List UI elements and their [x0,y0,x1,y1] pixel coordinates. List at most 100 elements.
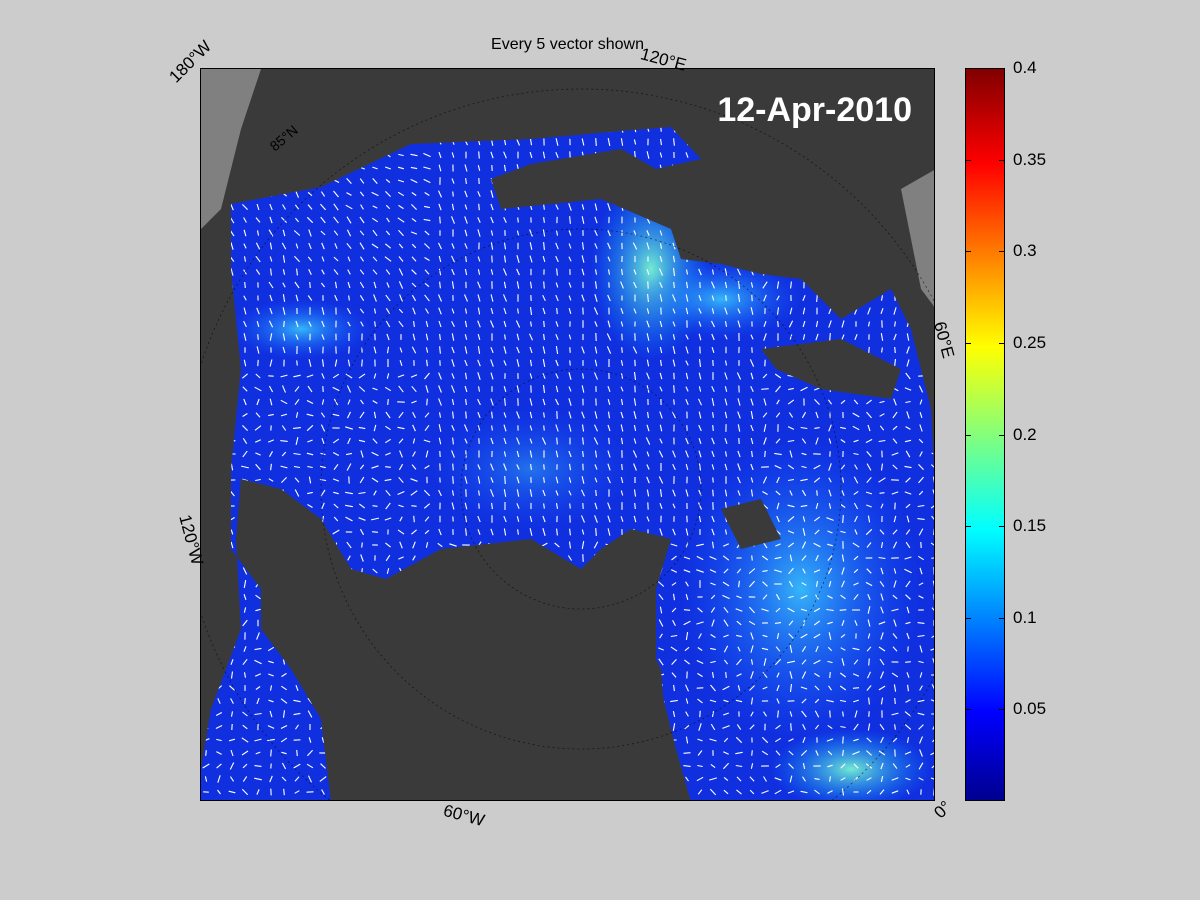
drift-vector [371,243,379,249]
drift-vector [294,281,300,289]
drift-vector [711,437,715,445]
drift-vector [878,439,886,443]
drift-vector [269,359,273,367]
colorbar-tick-mark [999,159,1005,161]
drift-vector [905,400,911,404]
drift-vector [594,281,598,289]
drift-vector [268,320,274,328]
colorbar-tick-mark [999,434,1005,436]
drift-vector [529,411,533,419]
drift-vector [841,554,845,562]
drift-vector [724,360,728,366]
colorbar-tick-label: 0.25 [1013,332,1047,352]
drift-vector [750,411,754,419]
drift-vector [411,464,417,470]
drift-vector [672,528,676,536]
drift-vector [698,359,702,367]
drift-vector [345,452,353,456]
drift-vector [321,737,325,743]
drift-vector [529,281,533,289]
drift-vector [281,451,287,457]
drift-vector [254,647,262,651]
drift-vector [412,555,416,561]
drift-vector [712,489,714,497]
drift-vector [802,736,806,744]
drift-vector [698,633,702,639]
drift-vector [737,646,741,652]
drift-vector [555,282,559,288]
drift-vector [852,647,860,651]
drift-vector [891,672,899,678]
drift-vector [346,178,352,184]
drift-vector [490,372,494,380]
drift-vector [529,229,533,237]
drift-vector [672,411,676,419]
drift-vector [283,320,285,328]
drift-vector [411,529,417,535]
drift-vector [814,672,820,678]
drift-vector [930,464,934,470]
drift-vector [439,333,441,341]
drift-vector [919,451,923,457]
drift-vector [451,268,455,276]
drift-vector [568,282,572,288]
drift-vector [346,192,352,196]
drift-vector [801,438,807,444]
drift-vector [813,620,821,626]
drift-vector [749,685,755,691]
drift-vector [503,242,507,250]
drift-vector [606,346,612,354]
drift-vector [359,178,365,184]
drift-vector [723,776,729,782]
drift-vector [399,541,403,549]
drift-vector [543,217,545,223]
drift-vector [412,411,416,419]
drift-vector [358,439,366,443]
drift-vector [242,425,248,431]
drift-vector [242,450,248,458]
drift-vector [282,229,286,237]
drift-vector [359,464,365,470]
drift-vector [555,151,559,159]
drift-vector [657,581,665,587]
drift-vector [307,465,313,469]
drift-vector [893,307,897,315]
drift-vector [504,334,506,340]
drift-vector [788,620,794,626]
drift-vector [774,569,782,573]
drift-vector [761,608,769,612]
drift-vector [451,450,455,458]
colorbar-tick-mark [965,68,971,69]
drift-vector [620,373,624,379]
drift-vector [867,515,871,523]
drift-vector [880,295,884,301]
drift-vector [503,424,507,432]
drift-vector [295,436,299,446]
drift-vector [932,658,934,666]
colorbar-tick-label: 0.15 [1013,516,1047,536]
drift-vector [243,646,247,652]
drift-vector [230,698,234,704]
drift-vector [658,647,664,651]
drift-vector [710,684,716,692]
drift-vector [736,789,742,795]
drift-vector [763,424,767,432]
drift-vector [815,320,819,328]
drift-vector [555,385,559,393]
drift-vector [243,256,247,262]
drift-vector [530,321,532,327]
drift-vector [800,594,808,600]
drift-vector [230,268,234,276]
drift-vector [853,699,859,703]
drift-vector [451,425,455,431]
drift-vector [294,217,300,223]
drift-vector [490,151,494,159]
drift-vector [333,516,339,522]
drift-vector [813,607,821,613]
drift-vector [555,424,559,432]
drift-vector [659,528,663,536]
drift-vector [684,724,690,730]
drift-vector [243,398,247,406]
drift-vector [827,790,833,794]
drift-vector [451,359,455,367]
